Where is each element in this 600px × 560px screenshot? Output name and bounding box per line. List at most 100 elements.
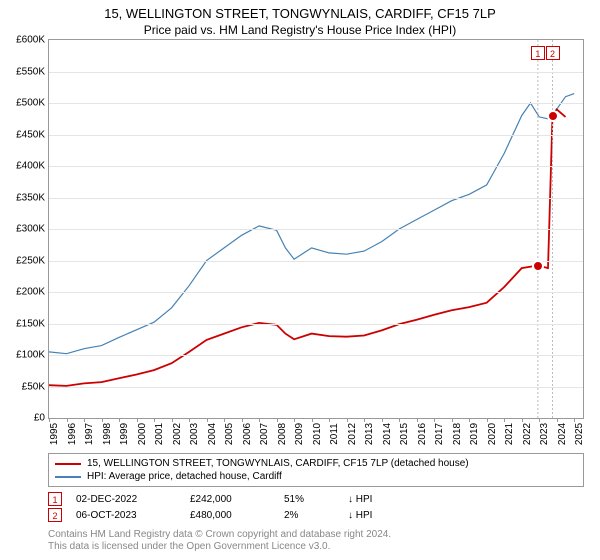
gridline [49,355,583,356]
y-axis-label: £100K [16,350,45,361]
sale-row: 2 06-OCT-2023 £480,000 2% ↓ HPI [48,507,584,523]
x-tick [277,418,278,422]
x-tick [382,418,383,422]
x-tick [154,418,155,422]
legend-label: HPI: Average price, detached house, Card… [87,471,282,482]
y-axis-label: £200K [16,287,45,298]
x-axis-label: 2016 [417,423,428,445]
x-axis-label: 2003 [189,423,200,445]
x-tick [137,418,138,422]
y-axis-label: £600K [16,35,45,46]
x-axis-label: 2024 [557,423,568,445]
x-tick [49,418,50,422]
x-axis-label: 2008 [277,423,288,445]
sale-marker: 2 [48,508,62,522]
chart-title: 15, WELLINGTON STREET, TONGWYNLAIS, CARD… [0,0,600,21]
x-tick [574,418,575,422]
x-tick [189,418,190,422]
x-tick [207,418,208,422]
x-axis-label: 1997 [84,423,95,445]
x-axis-label: 2000 [137,423,148,445]
x-tick [172,418,173,422]
sale-pct: 51% [284,494,334,505]
x-tick [119,418,120,422]
x-tick [504,418,505,422]
sale-date: 06-OCT-2023 [76,510,176,521]
y-axis-label: £250K [16,255,45,266]
footnote-line1: Contains HM Land Registry data © Crown c… [48,529,391,540]
legend-label: 15, WELLINGTON STREET, TONGWYNLAIS, CARD… [87,458,469,469]
y-axis-label: £550K [16,66,45,77]
x-axis-label: 1999 [119,423,130,445]
y-axis-label: £50K [22,381,45,392]
gridline [49,72,583,73]
x-tick [347,418,348,422]
x-tick [224,418,225,422]
sale-dot [547,110,559,122]
sale-vs-hpi: ↓ HPI [348,494,372,505]
x-axis-label: 2020 [487,423,498,445]
series-hpi [49,94,574,354]
x-tick [557,418,558,422]
gridline [49,198,583,199]
x-axis-label: 2012 [347,423,358,445]
x-tick [67,418,68,422]
sale-marker-box: 1 [531,46,545,60]
y-axis-label: £0 [34,413,45,424]
x-axis-label: 2010 [312,423,323,445]
x-tick [452,418,453,422]
sale-pct: 2% [284,510,334,521]
legend-row: HPI: Average price, detached house, Card… [55,470,577,483]
x-axis-label: 2022 [522,423,533,445]
gridline [49,103,583,104]
gridline [49,292,583,293]
legend-row: 15, WELLINGTON STREET, TONGWYNLAIS, CARD… [55,457,577,470]
gridline [49,261,583,262]
x-tick [469,418,470,422]
gridline [49,135,583,136]
footnote-line2: This data is licensed under the Open Gov… [48,541,330,552]
x-axis-label: 2004 [207,423,218,445]
x-tick [539,418,540,422]
x-tick [522,418,523,422]
x-axis-label: 2017 [434,423,445,445]
x-axis-label: 2015 [399,423,410,445]
y-axis-label: £150K [16,318,45,329]
x-tick [399,418,400,422]
x-tick [84,418,85,422]
chart-plot-area: £0£50K£100K£150K£200K£250K£300K£350K£400… [48,39,584,419]
sale-vs-hpi: ↓ HPI [348,510,372,521]
y-axis-label: £450K [16,129,45,140]
series-property [49,109,566,386]
x-axis-label: 2009 [294,423,305,445]
x-axis-label: 2025 [574,423,585,445]
sale-price: £480,000 [190,510,270,521]
x-tick [434,418,435,422]
x-tick [259,418,260,422]
y-axis-label: £400K [16,161,45,172]
x-tick [417,418,418,422]
legend-swatch [55,463,81,465]
x-axis-label: 2001 [154,423,165,445]
x-axis-label: 2013 [364,423,375,445]
y-axis-label: £300K [16,224,45,235]
sale-price: £242,000 [190,494,270,505]
x-axis-label: 2006 [242,423,253,445]
legend-swatch [55,476,81,478]
x-axis-label: 1995 [49,423,60,445]
x-axis-label: 2005 [224,423,235,445]
chart-subtitle: Price paid vs. HM Land Registry's House … [0,21,600,39]
gridline [49,229,583,230]
x-tick [487,418,488,422]
x-tick [312,418,313,422]
x-axis-label: 2023 [539,423,550,445]
x-tick [329,418,330,422]
x-axis-label: 1996 [67,423,78,445]
x-tick [294,418,295,422]
x-tick [364,418,365,422]
y-axis-label: £500K [16,98,45,109]
y-axis-label: £350K [16,192,45,203]
sale-dot [532,260,544,272]
x-axis-label: 2021 [504,423,515,445]
x-axis-label: 2011 [329,423,340,445]
